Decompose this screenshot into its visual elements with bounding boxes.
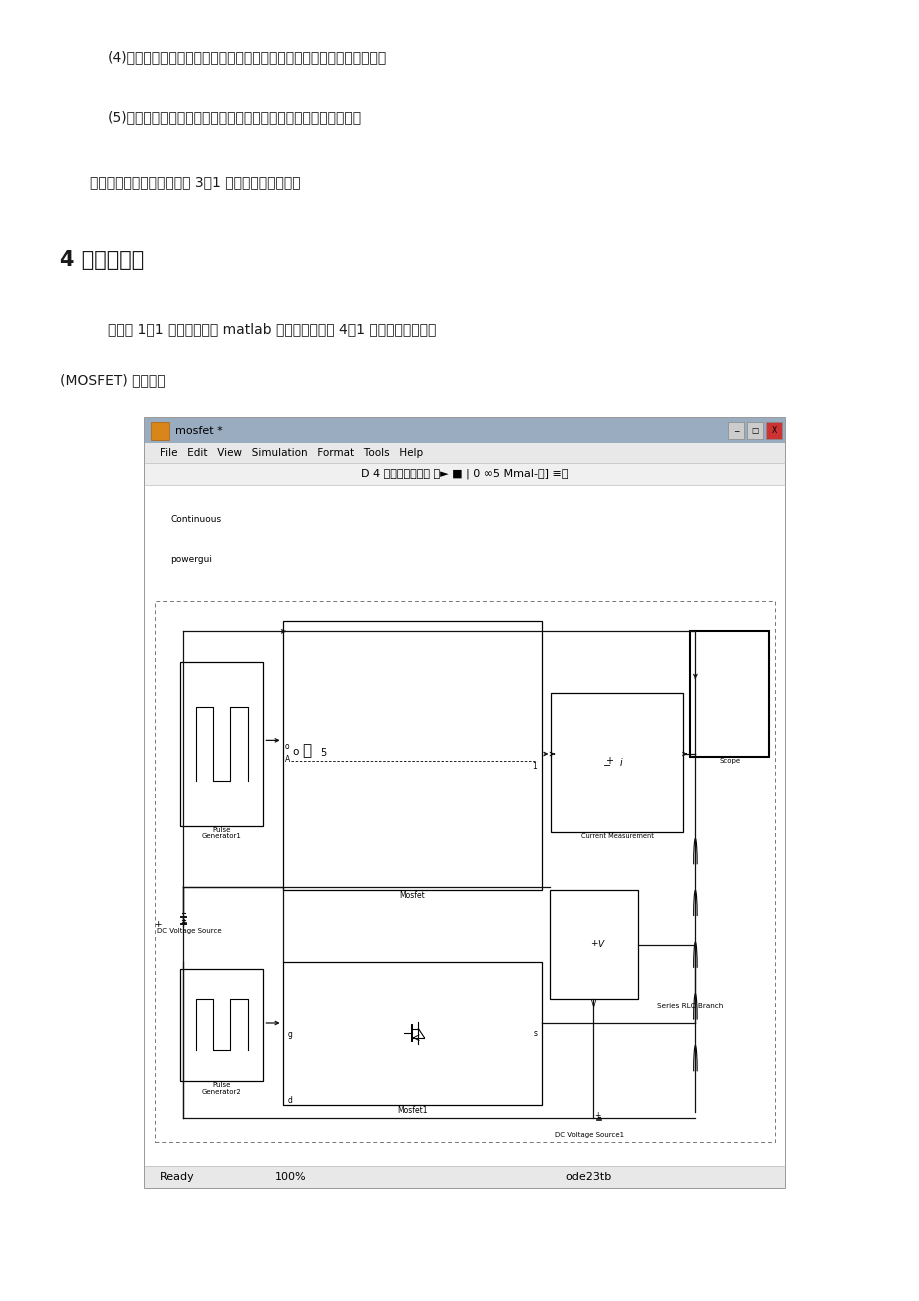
Text: V: V [596,941,603,950]
Bar [145,1166,784,1188]
Text: (5)另外要求驱动电路结构简单可靠，捯耗小，根据情况施加隔离。: (5)另外要求驱动电路结构简单可靠，捯耗小，根据情况施加隔离。 [108,111,362,124]
Text: mosfet *: mosfet * [175,425,222,436]
Text: +: + [180,917,187,926]
Text: +: + [605,756,612,766]
Bar [282,961,541,1105]
Text: i: i [619,758,621,768]
Text: 品: 品 [302,743,312,758]
Bar [151,422,169,440]
Text: 按照图 1．1 电路原理图在 matlab 里面搞建下面图 4．1 电流可逆斩波电路: 按照图 1．1 电路原理图在 matlab 里面搞建下面图 4．1 电流可逆斩波… [108,323,436,336]
Bar [180,968,263,1081]
Text: DC Voltage Source: DC Voltage Source [156,928,221,934]
Bar [145,418,784,444]
Text: Series RLC Branch: Series RLC Branch [656,1003,722,1010]
Text: 根据以上要求可设计上面图 3．1 的磁脉冲驱动电路。: 根据以上要求可设计上面图 3．1 的磁脉冲驱动电路。 [90,176,301,189]
Text: g: g [288,1029,292,1038]
Text: powergui: powergui [170,556,212,565]
Text: V: V [591,1000,596,1010]
Bar [689,631,768,757]
Text: +: + [594,1111,600,1120]
Bar [145,463,784,485]
Text: 1: 1 [531,762,536,771]
Text: ode23tb: ode23tb [564,1172,610,1183]
Text: DC Voltage Source1: DC Voltage Source1 [554,1132,623,1138]
Text: Mosfet1: Mosfet1 [396,1106,427,1115]
Text: Pulse
Generator2: Pulse Generator2 [201,1082,242,1095]
Text: +: + [153,920,161,929]
Text: +: + [589,939,596,948]
Bar [145,444,784,463]
Bar [550,692,682,833]
Text: D 4 屈昌黑摩跑二： 上► ■ | 0 ∞5 Mmal-三] ≡图: D 4 屈昌黑摩跑二： 上► ■ | 0 ∞5 Mmal-三] ≡图 [361,468,568,479]
Text: Scope: Scope [719,758,740,765]
Bar [145,485,784,1166]
Bar [550,890,637,999]
Text: Mosfet: Mosfet [399,891,425,900]
Text: A: A [285,755,290,764]
Bar [746,422,762,438]
Text: s: s [533,1029,538,1038]
Text: o: o [285,742,289,751]
Bar [180,662,263,826]
Text: −: − [602,761,610,771]
Bar [766,422,781,438]
Text: File   Edit   View   Simulation   Format   Tools   Help: File Edit View Simulation Format Tools H… [160,448,423,458]
Text: (MOSFET) 电路图。: (MOSFET) 电路图。 [60,373,165,386]
Bar [727,422,743,438]
Text: (4)关断期间驱动电路最好能提供一定的负电压避免受到干扰产生误导通；: (4)关断期间驱动电路最好能提供一定的负电压避免受到干扰产生误导通； [108,49,387,64]
Text: o: o [292,747,299,757]
Text: d: d [288,1097,292,1106]
Text: 4 主电路设计: 4 主电路设计 [60,250,144,271]
Text: ─: ─ [732,425,738,435]
Text: Pulse
Generator1: Pulse Generator1 [201,826,242,839]
Bar [282,621,541,890]
Text: Ready: Ready [160,1172,195,1183]
Text: □: □ [751,425,758,435]
Text: Current Measurement: Current Measurement [580,834,652,839]
Bar [145,418,784,1188]
Text: X: X [770,425,776,435]
Bar [154,601,775,1142]
Text: Continuous: Continuous [170,515,221,523]
Text: 100%: 100% [275,1172,306,1183]
Text: 5: 5 [320,748,326,757]
